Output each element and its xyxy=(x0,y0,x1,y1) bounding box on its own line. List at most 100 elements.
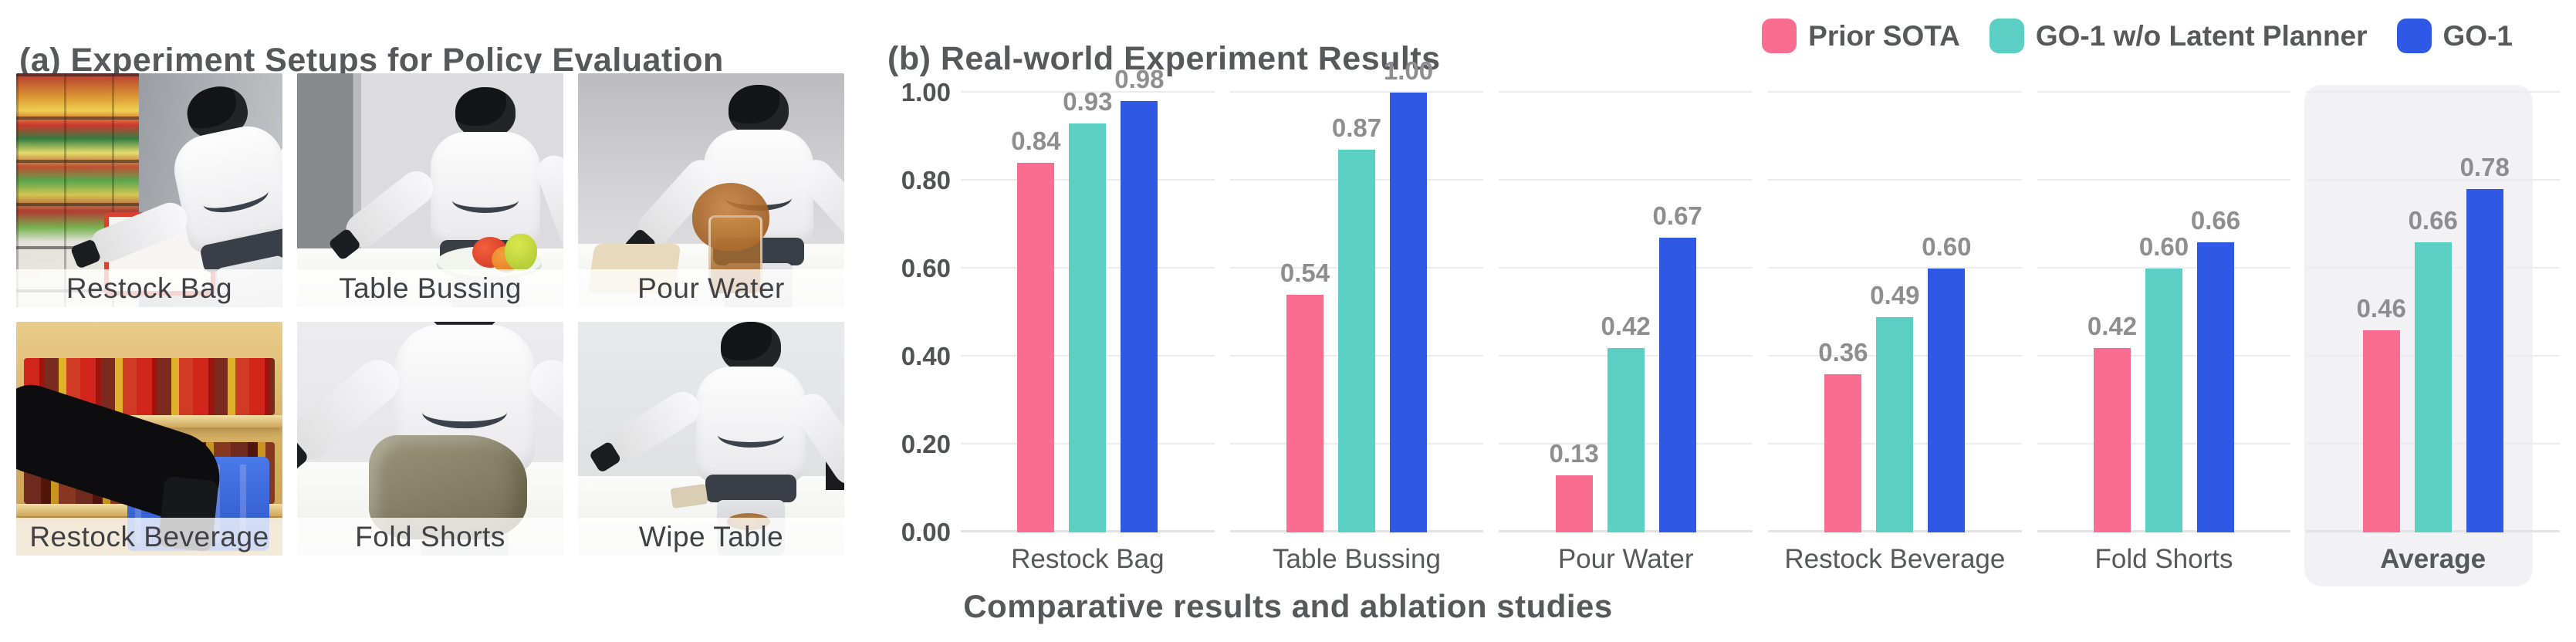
photo-grid: Restock Bag xyxy=(16,73,844,556)
robot-head xyxy=(455,87,516,139)
bar-slot-go-1: 0.78 xyxy=(2460,153,2510,532)
setup-label-restock-bag: Restock Bag xyxy=(16,269,282,307)
scene-restock-bag xyxy=(16,73,282,307)
robot-left-arm xyxy=(600,385,706,468)
bar-group-restock-beverage: 0.36 0.49 0.60 xyxy=(1768,232,2022,532)
bar-value-label-go-1-w-o-latent-planner-table-bussing: 0.87 xyxy=(1331,113,1382,143)
legend-label: Prior SOTA xyxy=(1808,19,1960,52)
setup-photo-restock-bag: Restock Bag xyxy=(16,73,282,307)
chart-legend: Prior SOTA GO-1 w/o Latent Planner GO-1 xyxy=(1762,19,2513,53)
robot-head xyxy=(720,322,781,373)
y-axis: 0.00 0.20 0.40 0.60 0.80 1.00 xyxy=(872,78,951,546)
category-label-table-bussing: Table Bussing xyxy=(1273,544,1441,574)
bar-prior-sota-restock-bag xyxy=(1017,163,1055,532)
bar-value-label-go-1-w-o-latent-planner-average: 0.66 xyxy=(2408,205,2458,235)
figure-caption: Comparative results and ablation studies xyxy=(963,588,1613,624)
setup-label-fold-shorts: Fold Shorts xyxy=(297,518,563,556)
bar-group-restock-bag: 0.84 0.93 0.98 xyxy=(961,65,1215,532)
bar-slot-go-1-w-o-latent-planner: 0.66 xyxy=(2409,206,2458,532)
facet-restock-beverage: 0.36 0.49 0.60 Restock Beverage xyxy=(1768,91,2022,574)
setup-photo-wipe-table: Wipe Table xyxy=(578,322,844,556)
panel-a-title: (a) Experiment Setups for Policy Evaluat… xyxy=(19,41,724,79)
y-tick-label: 0.20 xyxy=(901,430,951,458)
bar-value-label-go-1-restock-bag: 0.98 xyxy=(1114,65,1165,94)
bar-group-pour-water: 0.13 0.42 0.67 xyxy=(1499,201,1753,532)
robot-illustration xyxy=(600,322,844,556)
bar-go-1-average xyxy=(2466,189,2503,532)
bar-go-1-w-o-latent-planner-fold-shorts xyxy=(2145,269,2183,532)
bar-slot-go-1-w-o-latent-planner: 0.87 xyxy=(1332,113,1381,532)
setup-photo-fold-shorts: Fold Shorts xyxy=(297,322,563,556)
bar-value-label-go-1-w-o-latent-planner-fold-shorts: 0.60 xyxy=(2138,232,2189,261)
setup-label-table-bussing: Table Bussing xyxy=(297,269,563,307)
y-tick-label: 0.80 xyxy=(901,166,951,194)
bar-value-label-go-1-w-o-latent-planner-restock-beverage: 0.49 xyxy=(1870,280,1920,309)
facet-average: 0.46 0.66 0.78 Average xyxy=(2304,85,2561,586)
robot-left-arm xyxy=(339,164,441,255)
setup-label-pour-water: Pour Water xyxy=(578,269,844,307)
bar-go-1-w-o-latent-planner-restock-bag xyxy=(1069,123,1107,532)
legend-swatch-go-1 xyxy=(2396,19,2432,53)
bar-go-1-fold-shorts xyxy=(2197,242,2235,532)
robot-waist xyxy=(705,475,796,502)
setup-label-restock-beverage: Restock Beverage xyxy=(16,518,282,556)
bar-slot-prior-sota: 0.54 xyxy=(1280,258,1330,532)
chart-plot-area: 0.84 0.93 0.98 Restock Bag 0.54 0.87 1.00 Table… xyxy=(961,56,2561,586)
bar-value-label-go-1-restock-beverage: 0.60 xyxy=(1922,232,1972,261)
y-tick-label: 0.00 xyxy=(901,518,951,546)
bar-value-label-prior-sota-average: 0.46 xyxy=(2356,293,2406,323)
gridline xyxy=(2037,91,2291,93)
category-label-fold-shorts: Fold Shorts xyxy=(2094,544,2233,574)
legend-item-prior-sota: Prior SOTA xyxy=(1762,19,1960,53)
bar-value-label-prior-sota-restock-beverage: 0.36 xyxy=(1818,337,1868,367)
robot-head xyxy=(728,85,789,137)
bar-value-label-prior-sota-table-bussing: 0.54 xyxy=(1280,258,1330,288)
bar-slot-prior-sota: 0.84 xyxy=(1011,127,1060,532)
bar-slot-go-1-w-o-latent-planner: 0.42 xyxy=(1601,312,1651,532)
bar-slot-go-1: 0.66 xyxy=(2191,206,2240,532)
bar-slot-prior-sota: 0.36 xyxy=(1818,338,1868,532)
bar-slot-go-1: 1.00 xyxy=(1384,56,1433,532)
bar-slot-go-1: 0.98 xyxy=(1114,65,1164,532)
bar-slot-prior-sota: 0.42 xyxy=(2088,312,2137,532)
gridline xyxy=(1768,267,2022,269)
bar-slot-go-1: 0.60 xyxy=(1922,232,1971,532)
bar-value-label-go-1-table-bussing: 1.00 xyxy=(1383,56,1434,85)
bar-slot-go-1-w-o-latent-planner: 0.49 xyxy=(1870,281,1919,532)
bar-slot-prior-sota: 0.13 xyxy=(1550,439,1599,532)
bar-go-1-w-o-latent-planner-average xyxy=(2414,242,2452,532)
setup-photo-pour-water: Pour Water xyxy=(578,73,844,307)
bar-go-1-table-bussing xyxy=(1390,93,1427,532)
bar-go-1-restock-bag xyxy=(1121,101,1158,532)
y-tick-label: 0.60 xyxy=(901,254,951,282)
facet-table-bussing: 0.54 0.87 1.00 Table Bussing xyxy=(1229,56,1484,574)
pear-illustration xyxy=(504,234,537,272)
bar-value-label-go-1-w-o-latent-planner-restock-bag: 0.93 xyxy=(1063,86,1113,116)
bar-value-label-go-1-average: 0.78 xyxy=(2459,153,2510,182)
legend-swatch-prior-sota xyxy=(1762,19,1797,53)
facet-fold-shorts: 0.42 0.60 0.66 Fold Shorts xyxy=(2037,91,2291,574)
y-tick-label: 0.40 xyxy=(901,342,951,370)
gridline xyxy=(1768,91,2022,93)
bar-chart: 0.00 0.20 0.40 0.60 0.80 1.00 0.84 0.93 0.98 Res… xyxy=(872,56,2576,586)
setup-photo-restock-beverage: Restock Beverage xyxy=(16,322,282,556)
bar-value-label-prior-sota-fold-shorts: 0.42 xyxy=(2087,311,2138,340)
bar-group-average: 0.46 0.66 0.78 xyxy=(2306,153,2560,532)
gridline xyxy=(2037,179,2291,181)
bar-value-label-go-1-fold-shorts: 0.66 xyxy=(2190,205,2241,235)
category-label-average: Average xyxy=(2380,544,2486,574)
gridline xyxy=(1229,91,1484,93)
scene-restock-beverage xyxy=(16,322,282,556)
y-tick-label: 1.00 xyxy=(901,78,951,106)
bar-go-1-w-o-latent-planner-table-bussing xyxy=(1338,150,1375,532)
legend-swatch-go-1-w-o-latent-planner xyxy=(1989,19,2024,53)
bar-value-label-prior-sota-restock-bag: 0.84 xyxy=(1011,127,1061,156)
legend-label: GO-1 xyxy=(2442,19,2513,52)
category-label-restock-beverage: Restock Beverage xyxy=(1784,544,2006,574)
gridline xyxy=(1499,267,1753,269)
facet-restock-bag: 0.84 0.93 0.98 Restock Bag xyxy=(961,65,1215,574)
setup-label-wipe-table: Wipe Table xyxy=(578,518,844,556)
bar-prior-sota-average xyxy=(2362,329,2400,532)
category-label-restock-bag: Restock Bag xyxy=(1011,544,1165,574)
